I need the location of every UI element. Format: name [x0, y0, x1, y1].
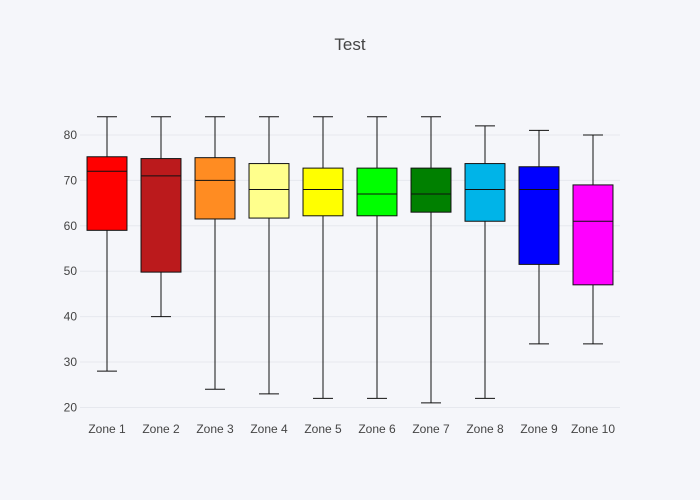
box-7 [410, 116, 452, 404]
x-axis-ticks: Zone 1 Zone 2 Zone 3 Zone 4 Zone 5 Zone 6 Zone… [88, 422, 615, 436]
iqr-box [248, 163, 290, 219]
iqr-box [410, 167, 452, 213]
box-10 [572, 134, 614, 345]
y-axis-ticks: 20 30 40 50 60 70 80 [64, 128, 78, 415]
iqr-box [518, 166, 560, 265]
box-5 [302, 116, 344, 399]
y-tick-label: 80 [64, 128, 78, 142]
y-tick-label: 20 [64, 400, 78, 414]
box-4 [248, 116, 290, 395]
iqr-box [356, 167, 398, 217]
box-1 [86, 116, 128, 372]
iqr-box [86, 156, 128, 231]
box-8 [464, 125, 506, 399]
box-9 [518, 129, 560, 345]
iqr-box [194, 157, 236, 220]
y-tick-label: 30 [64, 355, 78, 369]
x-tick-label: Zone 6 [358, 422, 396, 436]
x-tick-label: Zone 1 [88, 422, 126, 436]
box-3 [194, 116, 236, 390]
iqr-box [572, 184, 614, 286]
x-tick-label: Zone 10 [571, 422, 615, 436]
x-tick-label: Zone 4 [250, 422, 288, 436]
y-tick-label: 60 [64, 219, 78, 233]
iqr-box [140, 158, 182, 273]
x-tick-label: Zone 8 [466, 422, 504, 436]
box-6 [356, 116, 398, 399]
iqr-box [302, 167, 344, 217]
x-tick-label: Zone 7 [412, 422, 450, 436]
y-tick-label: 70 [64, 173, 78, 187]
iqr-box [464, 163, 506, 222]
box-series [86, 116, 614, 404]
x-tick-label: Zone 5 [304, 422, 342, 436]
x-tick-label: Zone 2 [142, 422, 180, 436]
chart-title: Test [334, 35, 365, 54]
y-tick-label: 50 [64, 264, 78, 278]
box-2 [140, 116, 182, 318]
x-tick-label: Zone 3 [196, 422, 234, 436]
x-tick-label: Zone 9 [520, 422, 558, 436]
y-tick-label: 40 [64, 310, 78, 324]
